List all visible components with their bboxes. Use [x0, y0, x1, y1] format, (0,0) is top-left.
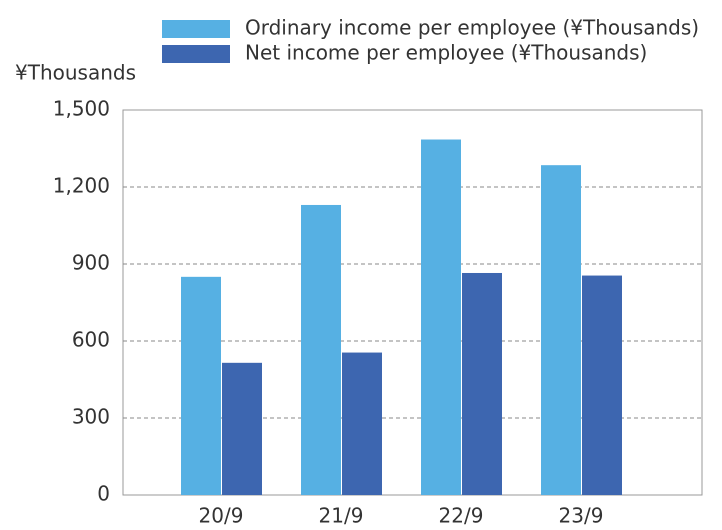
plot-frame: [122, 109, 703, 496]
y-tick-label: 300: [72, 405, 110, 429]
legend-label: Net income per employee (¥Thousands): [245, 41, 647, 65]
bar: [462, 272, 502, 495]
bar: [222, 362, 262, 495]
bar: [342, 352, 382, 495]
x-tick-label: 22/9: [439, 504, 484, 528]
y-tick-label: 600: [72, 328, 110, 352]
legend-swatch: [162, 45, 230, 63]
y-tick-label: 1,200: [53, 174, 110, 198]
x-tick-label: 21/9: [319, 504, 364, 528]
bar: [582, 275, 622, 495]
y-tick-label: 900: [72, 251, 110, 275]
y-tick-label: 1,500: [53, 97, 110, 121]
y-axis-label: ¥Thousands: [15, 61, 136, 85]
bar: [181, 276, 221, 495]
bar: [541, 165, 581, 495]
y-tick-label: 0: [97, 482, 110, 506]
bar: [301, 204, 341, 495]
legend-label: Ordinary income per employee (¥Thousands…: [245, 16, 699, 40]
bar: [421, 139, 461, 495]
legend-swatch: [162, 20, 230, 38]
x-tick-label: 23/9: [559, 504, 604, 528]
x-tick-label: 20/9: [199, 504, 244, 528]
